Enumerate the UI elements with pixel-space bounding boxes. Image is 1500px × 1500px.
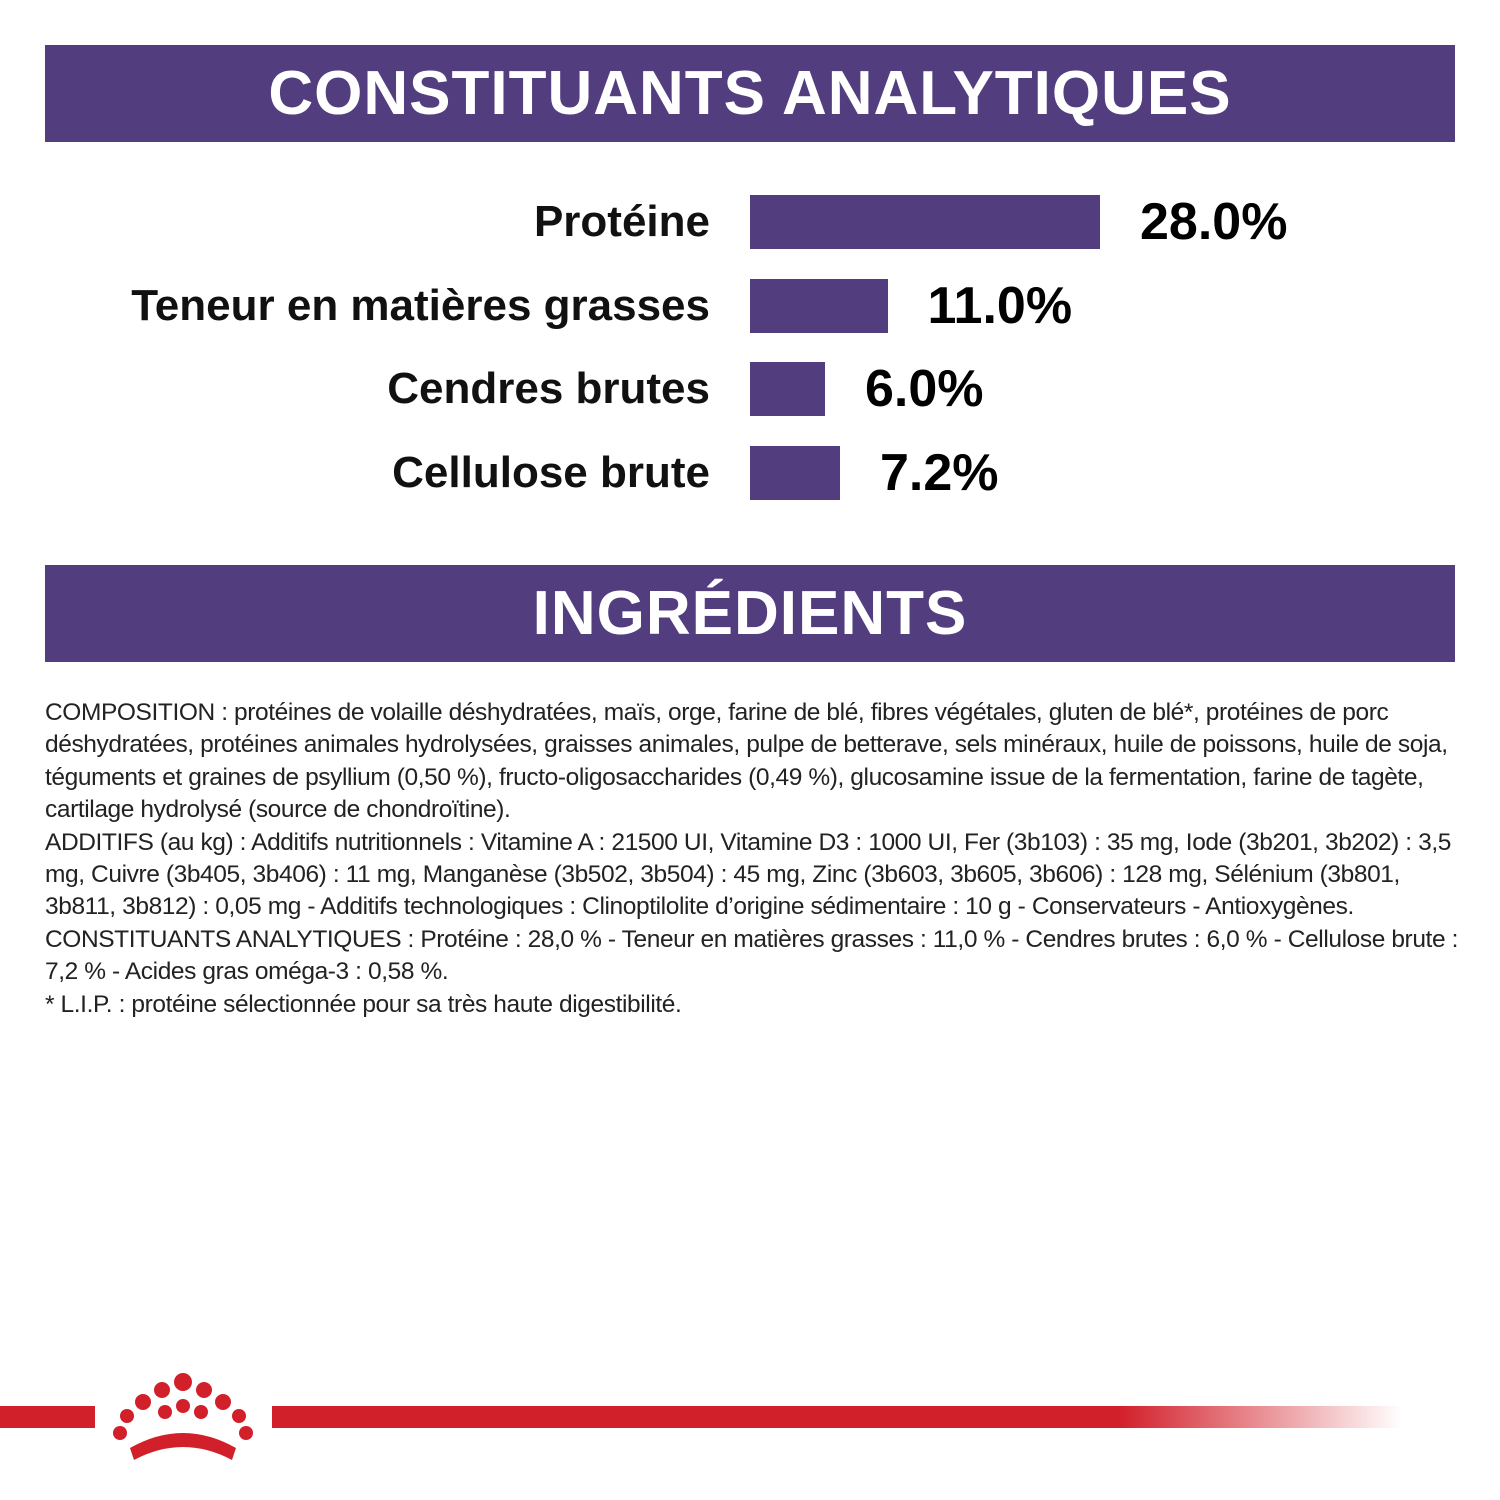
footer-logo [0,1373,1402,1460]
footer-line [0,1406,95,1428]
paragraph: ADDITIFS (au kg) : Additifs nutritionnel… [45,828,1451,921]
crown-logo [113,1373,253,1460]
bar [750,362,825,416]
category-label: Teneur en matières grasses [131,280,710,330]
category-label: Cendres brutes [387,364,710,413]
value-label: 7.2% [880,443,999,502]
paragraph: * L.I.P. : protéine sélectionnée pour sa… [45,990,682,1018]
value-label: 11.0% [927,276,1073,335]
paragraph: CONSTITUANTS ANALYTIQUES : Protéine : 28… [45,925,1458,986]
category-label: Cellulose brute [392,447,710,497]
section-header: CONSTITUANTS ANALYTIQUES [45,45,1455,142]
value-label: 6.0% [865,360,984,418]
section-header: INGRÉDIENTS [45,565,1455,662]
bar [750,195,1100,249]
footer-line [272,1406,1402,1428]
value-label: 28.0% [1140,193,1288,251]
category-label: Protéine [533,197,710,246]
ingredients-text: COMPOSITION : protéines de volaille désh… [45,697,1460,1021]
bar [750,445,840,500]
paragraph: COMPOSITION : protéines de volaille désh… [45,699,1448,824]
bar [750,278,888,333]
